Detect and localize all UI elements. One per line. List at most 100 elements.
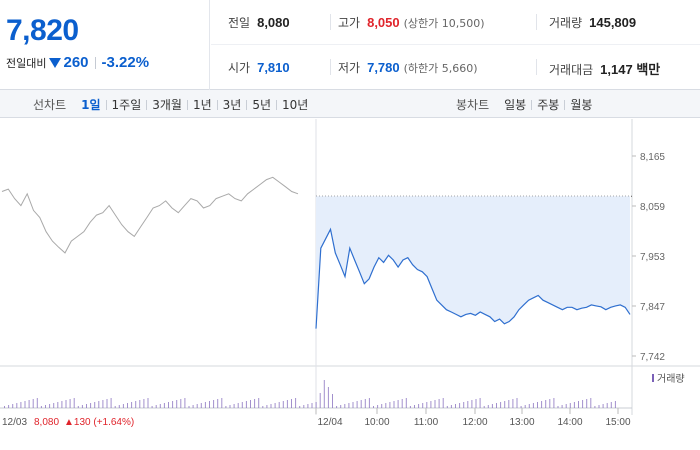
volume-bar (512, 399, 514, 408)
stat-label: 시가 (228, 61, 251, 75)
stat-label: 전일 (228, 16, 251, 30)
volume-bar (311, 403, 313, 408)
volume-bar (373, 406, 374, 408)
volume-bar (114, 406, 116, 408)
volume-bar (213, 400, 215, 408)
volume-bar (127, 403, 128, 408)
volume-bar (446, 406, 448, 408)
stat-label: 저가 (338, 61, 361, 75)
volume-bar (53, 403, 55, 408)
divider (216, 99, 218, 110)
volume-bar (594, 406, 596, 408)
volume-bar (241, 402, 243, 408)
volume-bar (204, 402, 206, 408)
tab-weekly[interactable]: 주봉 (537, 98, 560, 112)
tab-1w[interactable]: 1주일 (111, 98, 142, 112)
volume-bar (57, 402, 59, 408)
volume-bar (340, 405, 342, 408)
volume-bar (295, 398, 297, 408)
stat-label: 거래량 (549, 16, 583, 30)
volume-bar (360, 400, 362, 408)
volume-bar (352, 402, 354, 408)
tab-1d[interactable]: 1일 (81, 98, 101, 112)
tab-3m[interactable]: 3개월 (152, 98, 182, 112)
volume-bar (69, 399, 71, 408)
line-chart-title: 선차트 (33, 98, 67, 112)
volume-bar (414, 405, 415, 408)
volume-bar (106, 399, 108, 408)
volume-bar (500, 402, 502, 408)
volume-bar (385, 403, 387, 408)
stat-value: 145,809 (589, 15, 637, 30)
volume-bar (122, 404, 124, 408)
volume-bar (131, 402, 133, 408)
volume-bar (438, 399, 440, 408)
prev-day-label: 12/03 (2, 417, 27, 428)
volume-bar (405, 398, 407, 408)
x-tick-label: 11:00 (414, 417, 439, 428)
tab-10y[interactable]: 10년 (282, 98, 309, 112)
volume-bar (262, 406, 264, 408)
divider (536, 59, 537, 75)
volume-bar (172, 401, 174, 408)
price-chart[interactable]: 8,165 8,059 7,953 7,847 7,742 거래량 12/04 10:00 11… (0, 119, 700, 450)
volume-bar (578, 401, 579, 408)
volume-bar (147, 398, 149, 408)
volume-bar (184, 398, 186, 408)
volume-bar (364, 399, 366, 408)
volume-bar (553, 398, 555, 408)
volume-bar (233, 404, 235, 408)
volume-bar (188, 406, 190, 408)
volume-bar (516, 398, 518, 408)
volume-bar (483, 406, 485, 408)
volume-bar (496, 403, 497, 408)
volume-bar (303, 405, 305, 408)
volume-bar (168, 402, 169, 408)
volume-bar (282, 401, 284, 408)
volume-bar (463, 402, 465, 408)
volume-bar (73, 398, 75, 408)
tab-daily[interactable]: 일봉 (504, 98, 527, 112)
volume-bar (508, 400, 510, 408)
volume-bar (545, 400, 547, 408)
x-tick-label: 10:00 (364, 417, 389, 428)
volume-bar (291, 399, 292, 408)
volume-bar (270, 404, 272, 408)
volume-bar (225, 406, 227, 408)
volume-bar (377, 405, 379, 408)
below-prev-close-area (316, 196, 630, 329)
down-triangle-icon (49, 57, 62, 68)
volume-bar (86, 404, 87, 408)
volume-bar (537, 402, 538, 408)
volume-bar (16, 403, 18, 408)
x-tick-label: 12/04 (317, 417, 342, 428)
tab-5y[interactable]: 5년 (252, 98, 272, 112)
volume-bar (520, 406, 522, 408)
volume-bar (4, 406, 5, 408)
volume-bar (245, 401, 247, 408)
volume-bar (118, 405, 120, 408)
stat-value: 8,080 (257, 15, 290, 30)
divider (94, 56, 96, 69)
volume-bar (24, 401, 26, 408)
volume-bar (344, 404, 346, 408)
divider (105, 99, 107, 110)
volume-bar (487, 405, 489, 408)
x-tick-label: 14:00 (557, 417, 582, 428)
volume-bar (561, 405, 563, 408)
volume-bar (237, 403, 239, 408)
prev-day-close: 8,080 (34, 417, 59, 428)
tab-monthly[interactable]: 월봉 (570, 98, 593, 112)
tab-3y[interactable]: 3년 (222, 98, 242, 112)
volume-bar (278, 402, 280, 408)
tab-1y[interactable]: 1년 (192, 98, 212, 112)
stats-panel: 전일 8,080 고가 8,050 (상한가 10,500) 거래량 145,8… (211, 0, 700, 90)
volume-bar (467, 401, 469, 408)
volume-bar (381, 404, 383, 408)
stat-amount: 거래대금 1,147 백만 (549, 59, 660, 78)
divider (276, 99, 278, 110)
divider (330, 59, 331, 75)
volume-bar (442, 398, 444, 408)
divider (246, 99, 248, 110)
stat-label: 고가 (338, 16, 361, 30)
